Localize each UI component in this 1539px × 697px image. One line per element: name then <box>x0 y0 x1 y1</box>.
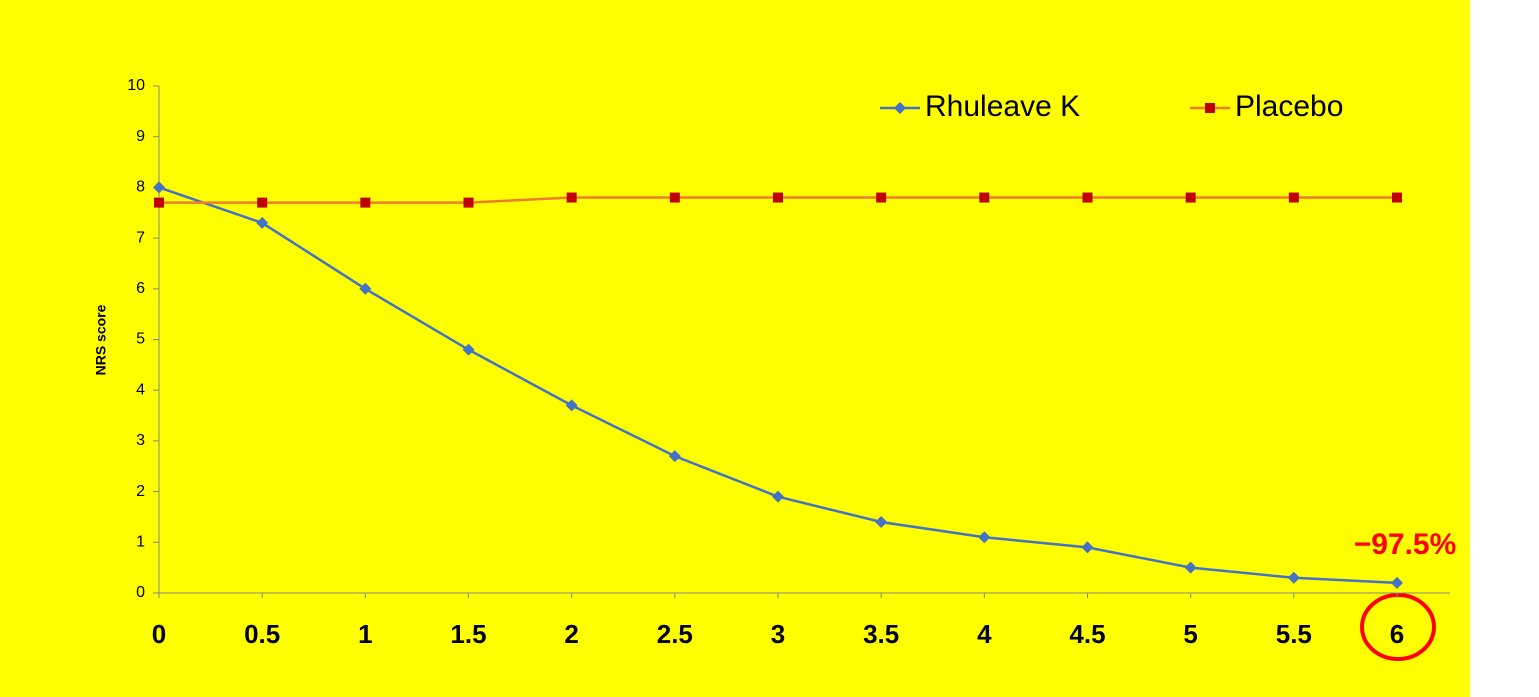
x-tick-label: 5 <box>1183 619 1197 649</box>
x-tick-label: 2 <box>564 619 578 649</box>
marker <box>154 197 164 208</box>
marker <box>1082 192 1093 203</box>
marker <box>1288 192 1299 203</box>
x-tick-label: 6 <box>1390 619 1404 649</box>
y-tick-label: 1 <box>136 534 145 551</box>
y-tick-label: 0 <box>136 584 145 601</box>
highlight-circle <box>1360 593 1436 661</box>
marker <box>1184 561 1197 574</box>
marker <box>462 343 475 356</box>
marker <box>565 399 578 412</box>
legend-label: Rhuleave K <box>925 90 1080 123</box>
marker <box>875 516 888 529</box>
y-tick-label: 7 <box>136 229 145 246</box>
marker <box>668 450 681 463</box>
marker <box>153 181 165 194</box>
marker <box>1391 576 1403 589</box>
marker <box>876 192 887 203</box>
legend-label: Placebo <box>1235 90 1343 123</box>
marker <box>257 197 268 208</box>
marker <box>773 192 783 203</box>
marker <box>359 282 372 295</box>
y-tick-label: 9 <box>136 128 145 145</box>
marker <box>566 192 577 203</box>
annotation: −97.5% <box>1354 528 1457 561</box>
y-axis-label: NRS score <box>93 304 109 375</box>
marker <box>979 192 990 203</box>
x-tick-label: 0 <box>152 619 166 649</box>
y-tick-label: 2 <box>136 483 145 500</box>
y-tick-label: 3 <box>136 432 145 449</box>
y-tick-label: 5 <box>136 331 145 348</box>
marker <box>1185 192 1196 203</box>
y-tick-label: 4 <box>136 381 145 398</box>
marker <box>1392 192 1402 203</box>
marker <box>669 192 680 203</box>
marker <box>1287 571 1300 584</box>
x-tick-label: 0.5 <box>244 619 280 649</box>
x-tick-label: 4 <box>977 619 992 649</box>
x-tick-label: 3.5 <box>863 619 899 649</box>
x-tick-label: 4.5 <box>1069 619 1105 649</box>
y-tick-label: 6 <box>136 280 145 297</box>
y-tick-label: 10 <box>127 77 145 94</box>
marker <box>978 531 991 544</box>
x-tick-label: 2.5 <box>657 619 693 649</box>
marker <box>772 490 784 503</box>
legend-marker <box>894 102 906 114</box>
marker <box>1081 541 1094 554</box>
legend-marker <box>1205 103 1215 113</box>
x-tick-label: 1.5 <box>450 619 486 649</box>
marker <box>256 216 269 229</box>
x-tick-label: 3 <box>771 619 785 649</box>
x-tick-label: 1 <box>358 619 372 649</box>
y-tick-label: 8 <box>136 179 145 196</box>
x-tick-label: 5.5 <box>1276 619 1312 649</box>
marker <box>360 197 371 208</box>
marker <box>463 197 474 208</box>
chart-background <box>0 0 1470 697</box>
